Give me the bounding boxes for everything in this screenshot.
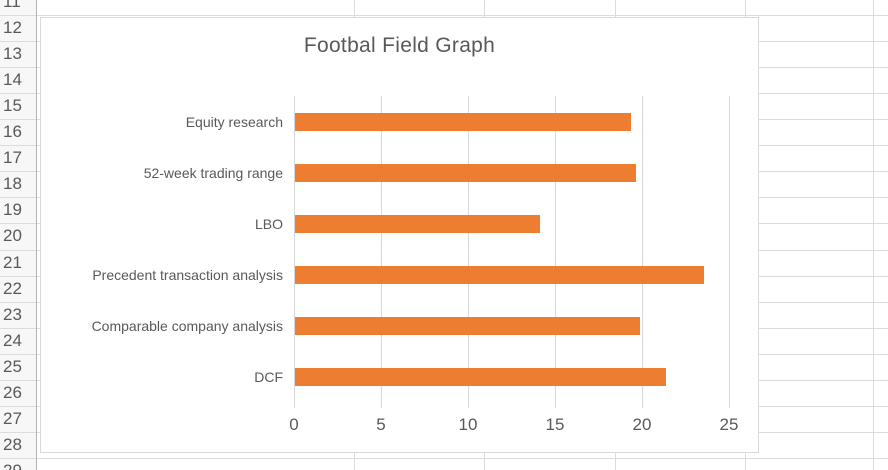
category-label: DCF: [254, 368, 283, 385]
chart-bar[interactable]: [295, 316, 640, 335]
row-number[interactable]: 13: [3, 43, 22, 63]
category-label: LBO: [254, 215, 283, 232]
row-number[interactable]: 20: [3, 226, 22, 246]
chart-gridline: [729, 96, 730, 408]
chart-gridline: [381, 96, 382, 408]
x-axis-label: 10: [458, 415, 478, 434]
row-number[interactable]: 12: [3, 17, 22, 37]
row-number[interactable]: 29: [0, 458, 36, 470]
row-number[interactable]: 26: [3, 383, 22, 403]
chart-gridline: [468, 96, 469, 408]
row-number[interactable]: 28: [3, 435, 22, 455]
x-axis-label: 15: [545, 415, 565, 434]
chart-bar[interactable]: [295, 163, 637, 182]
row-number[interactable]: 24: [3, 330, 22, 350]
row-number[interactable]: 22: [3, 278, 22, 298]
chart[interactable]: Footbal Field Graph 0 5 10 15 20 25 Equity res…: [40, 17, 759, 453]
sheet-gridline-v: [873, 0, 874, 470]
row-number[interactable]: 16: [3, 122, 22, 142]
plot-area: 0 5 10 15 20 25 Equity research 52-week trading…: [41, 18, 758, 452]
chart-bar[interactable]: [295, 112, 631, 131]
row-number[interactable]: 14: [3, 69, 22, 89]
x-axis-label: 0: [289, 415, 299, 434]
chart-bar[interactable]: [295, 214, 541, 233]
x-axis-label: 5: [376, 415, 386, 434]
x-axis-label: 20: [632, 415, 652, 434]
row-number[interactable]: 17: [3, 148, 22, 168]
chart-title: Footbal Field Graph: [303, 34, 496, 57]
row-number[interactable]: 27: [3, 409, 22, 429]
category-label: Comparable company analysis: [91, 317, 283, 334]
x-axis-label: 25: [719, 415, 739, 434]
chart-gridline: [294, 96, 295, 408]
row-number[interactable]: 23: [3, 304, 22, 324]
category-label: Precedent transaction analysis: [92, 266, 283, 283]
chart-gridline: [642, 96, 643, 408]
row-header-border: [36, 0, 37, 470]
sheet-gridline-h: [0, 458, 888, 460]
row-number[interactable]: 19: [3, 200, 22, 220]
chart-bar[interactable]: [295, 367, 666, 386]
row-number[interactable]: 18: [3, 174, 22, 194]
row-number[interactable]: 11: [3, 0, 21, 11]
category-label: Equity research: [185, 113, 283, 130]
chart-bar[interactable]: [295, 265, 704, 284]
row-number[interactable]: 15: [3, 95, 22, 115]
row-number[interactable]: 25: [3, 356, 22, 376]
category-label: 52-week trading range: [143, 164, 283, 181]
chart-gridline: [555, 96, 556, 408]
sheet-gridline-h: [0, 14, 888, 16]
row-header: [0, 0, 36, 470]
row-number[interactable]: 21: [3, 252, 22, 272]
